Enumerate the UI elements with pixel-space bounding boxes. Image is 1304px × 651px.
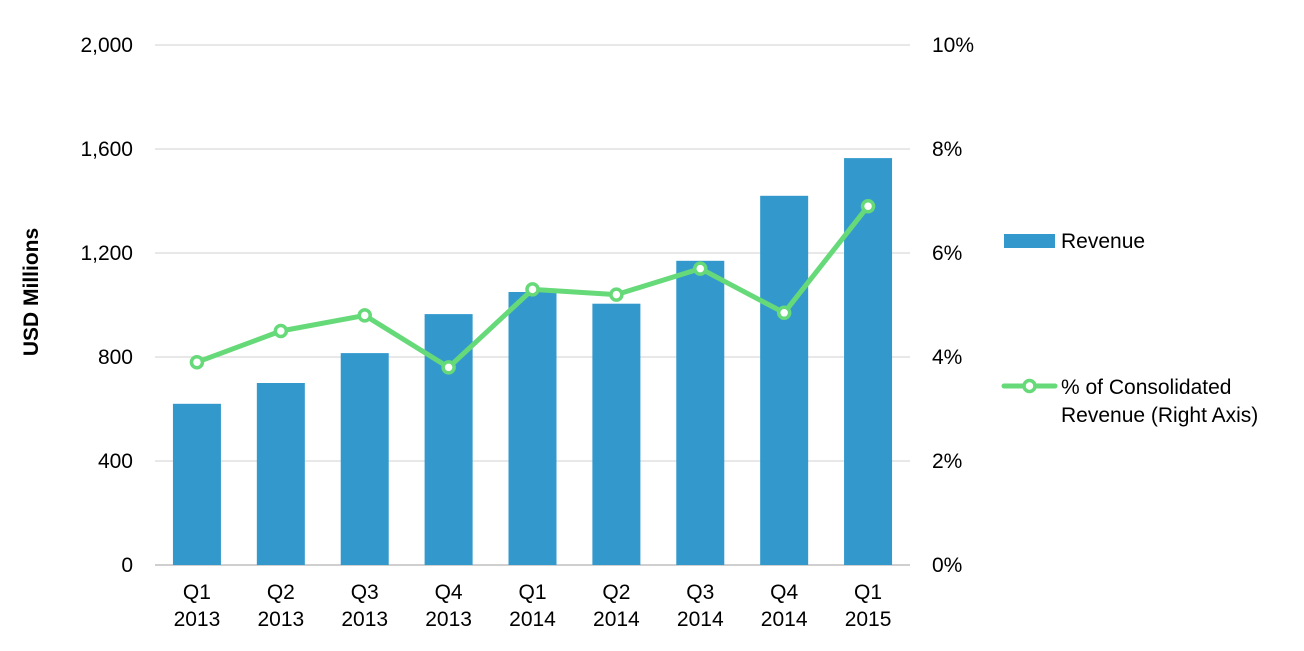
legend-percent-label: % of Consolidated Revenue (Right Axis) [1061, 376, 1258, 427]
left-tick-label: 800 [98, 346, 133, 369]
x-tick-label: Q2 2014 [593, 581, 640, 631]
left-axis: 0 400 800 1,200 1,600 2,000 [80, 34, 133, 577]
percent-marker [609, 287, 624, 302]
percent-marker [693, 261, 708, 276]
x-tick-label: Q2 2013 [257, 581, 304, 631]
x-tick-label: Q1 2014 [509, 581, 556, 631]
y-axis-title: USD Millions [20, 228, 43, 356]
left-tick-label: 1,200 [80, 242, 133, 265]
percent-marker [357, 308, 372, 323]
percent-marker [441, 360, 456, 375]
x-tick-label: Q3 2014 [677, 581, 724, 631]
percent-marker [189, 354, 205, 370]
left-tick-label: 1,600 [80, 138, 133, 161]
percent-marker [776, 305, 792, 321]
x-tick-label: Q4 2014 [761, 581, 808, 631]
left-tick-label: 0 [121, 554, 133, 577]
percent-line-series [189, 198, 876, 375]
right-tick-label: 6% [932, 242, 962, 265]
revenue-bar [844, 158, 893, 565]
right-tick-label: 4% [932, 346, 962, 369]
percent-marker [525, 282, 540, 297]
revenue-bar [676, 260, 725, 565]
revenue-bar [256, 383, 305, 565]
revenue-bars [172, 158, 893, 566]
legend-line-marker [1022, 378, 1037, 394]
x-tick-label: Q1 2013 [174, 581, 221, 631]
revenue-bar [172, 403, 221, 565]
right-tick-label: 2% [932, 450, 962, 473]
percent-marker [273, 323, 289, 339]
left-tick-label: 400 [98, 450, 133, 473]
x-axis: Q1 2013 Q2 2013 Q3 2013 Q4 2013 Q1 2014 Q2 2014 Q3 20… [174, 581, 892, 631]
revenue-bar [508, 292, 557, 565]
right-tick-label: 0% [932, 554, 962, 577]
right-axis: 0% 2% 4% 6% 8% 10% [932, 34, 974, 577]
legend: Revenue % of Consolidated Revenue (Right A… [1001, 230, 1258, 427]
right-tick-label: 8% [932, 138, 962, 161]
legend-bar-swatch [1004, 234, 1055, 248]
x-tick-label: Q1 2015 [845, 581, 892, 631]
right-tick-label: 10% [932, 34, 974, 57]
percent-marker [860, 198, 876, 214]
revenue-bar [592, 303, 641, 565]
x-tick-label: Q3 2013 [341, 581, 388, 631]
x-tick-label: Q4 2013 [425, 581, 472, 631]
revenue-bar [340, 353, 389, 565]
legend-revenue-label: Revenue [1061, 230, 1145, 253]
left-tick-label: 2,000 [80, 34, 133, 57]
revenue-bar [760, 195, 809, 566]
